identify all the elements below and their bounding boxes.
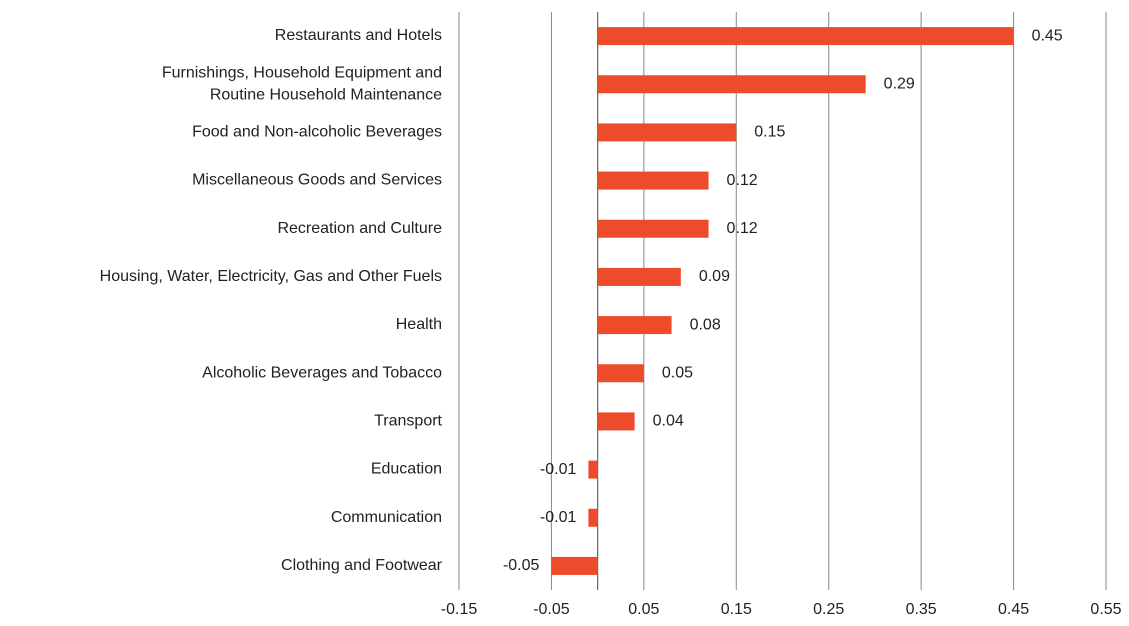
value-label: 0.12	[727, 220, 758, 237]
value-label: 0.09	[699, 268, 730, 285]
bar	[597, 364, 644, 383]
category-label: Recreation and Culture	[277, 220, 442, 237]
value-label: -0.01	[540, 461, 577, 478]
value-label: 0.12	[727, 172, 758, 189]
bar	[597, 123, 737, 142]
category-label: Health	[396, 316, 442, 333]
value-label: 0.15	[754, 124, 785, 141]
category-label: Clothing and Footwear	[281, 557, 443, 574]
x-tick-label: 0.35	[906, 601, 937, 618]
x-tick-label: -0.05	[533, 601, 570, 618]
x-tick-label: 0.25	[813, 601, 844, 618]
bar	[597, 267, 681, 286]
category-label: Communication	[331, 509, 442, 526]
category-label: Miscellaneous Goods and Services	[192, 172, 442, 189]
bar	[597, 316, 672, 335]
category-label: Furnishings, Household Equipment and Rout…	[162, 64, 442, 103]
category-label: Transport	[374, 413, 442, 430]
bar	[597, 75, 866, 94]
value-label: 0.05	[662, 364, 693, 381]
bar	[597, 171, 709, 190]
x-tick-label: 0.55	[1090, 601, 1121, 618]
value-label: 0.29	[884, 75, 915, 92]
category-label: Housing, Water, Electricity, Gas and Oth…	[100, 268, 442, 285]
category-label: Alcoholic Beverages and Tobacco	[202, 364, 442, 381]
category-label: Restaurants and Hotels	[275, 27, 442, 44]
value-label: 0.08	[690, 316, 721, 333]
value-label: 0.45	[1032, 27, 1063, 44]
value-label: 0.04	[653, 413, 684, 430]
bar	[597, 219, 709, 238]
bar	[588, 460, 598, 479]
bar	[597, 412, 635, 431]
x-tick-label: -0.15	[441, 601, 478, 618]
x-tick-label: 0.05	[628, 601, 659, 618]
value-label: -0.05	[503, 557, 540, 574]
bar	[551, 556, 598, 575]
category-label: Education	[371, 461, 442, 478]
category-label: Food and Non-alcoholic Beverages	[192, 124, 442, 141]
bar	[597, 27, 1014, 46]
bar	[588, 508, 598, 527]
x-tick-label: 0.15	[721, 601, 752, 618]
value-label: -0.01	[540, 509, 577, 526]
x-tick-label: 0.45	[998, 601, 1029, 618]
